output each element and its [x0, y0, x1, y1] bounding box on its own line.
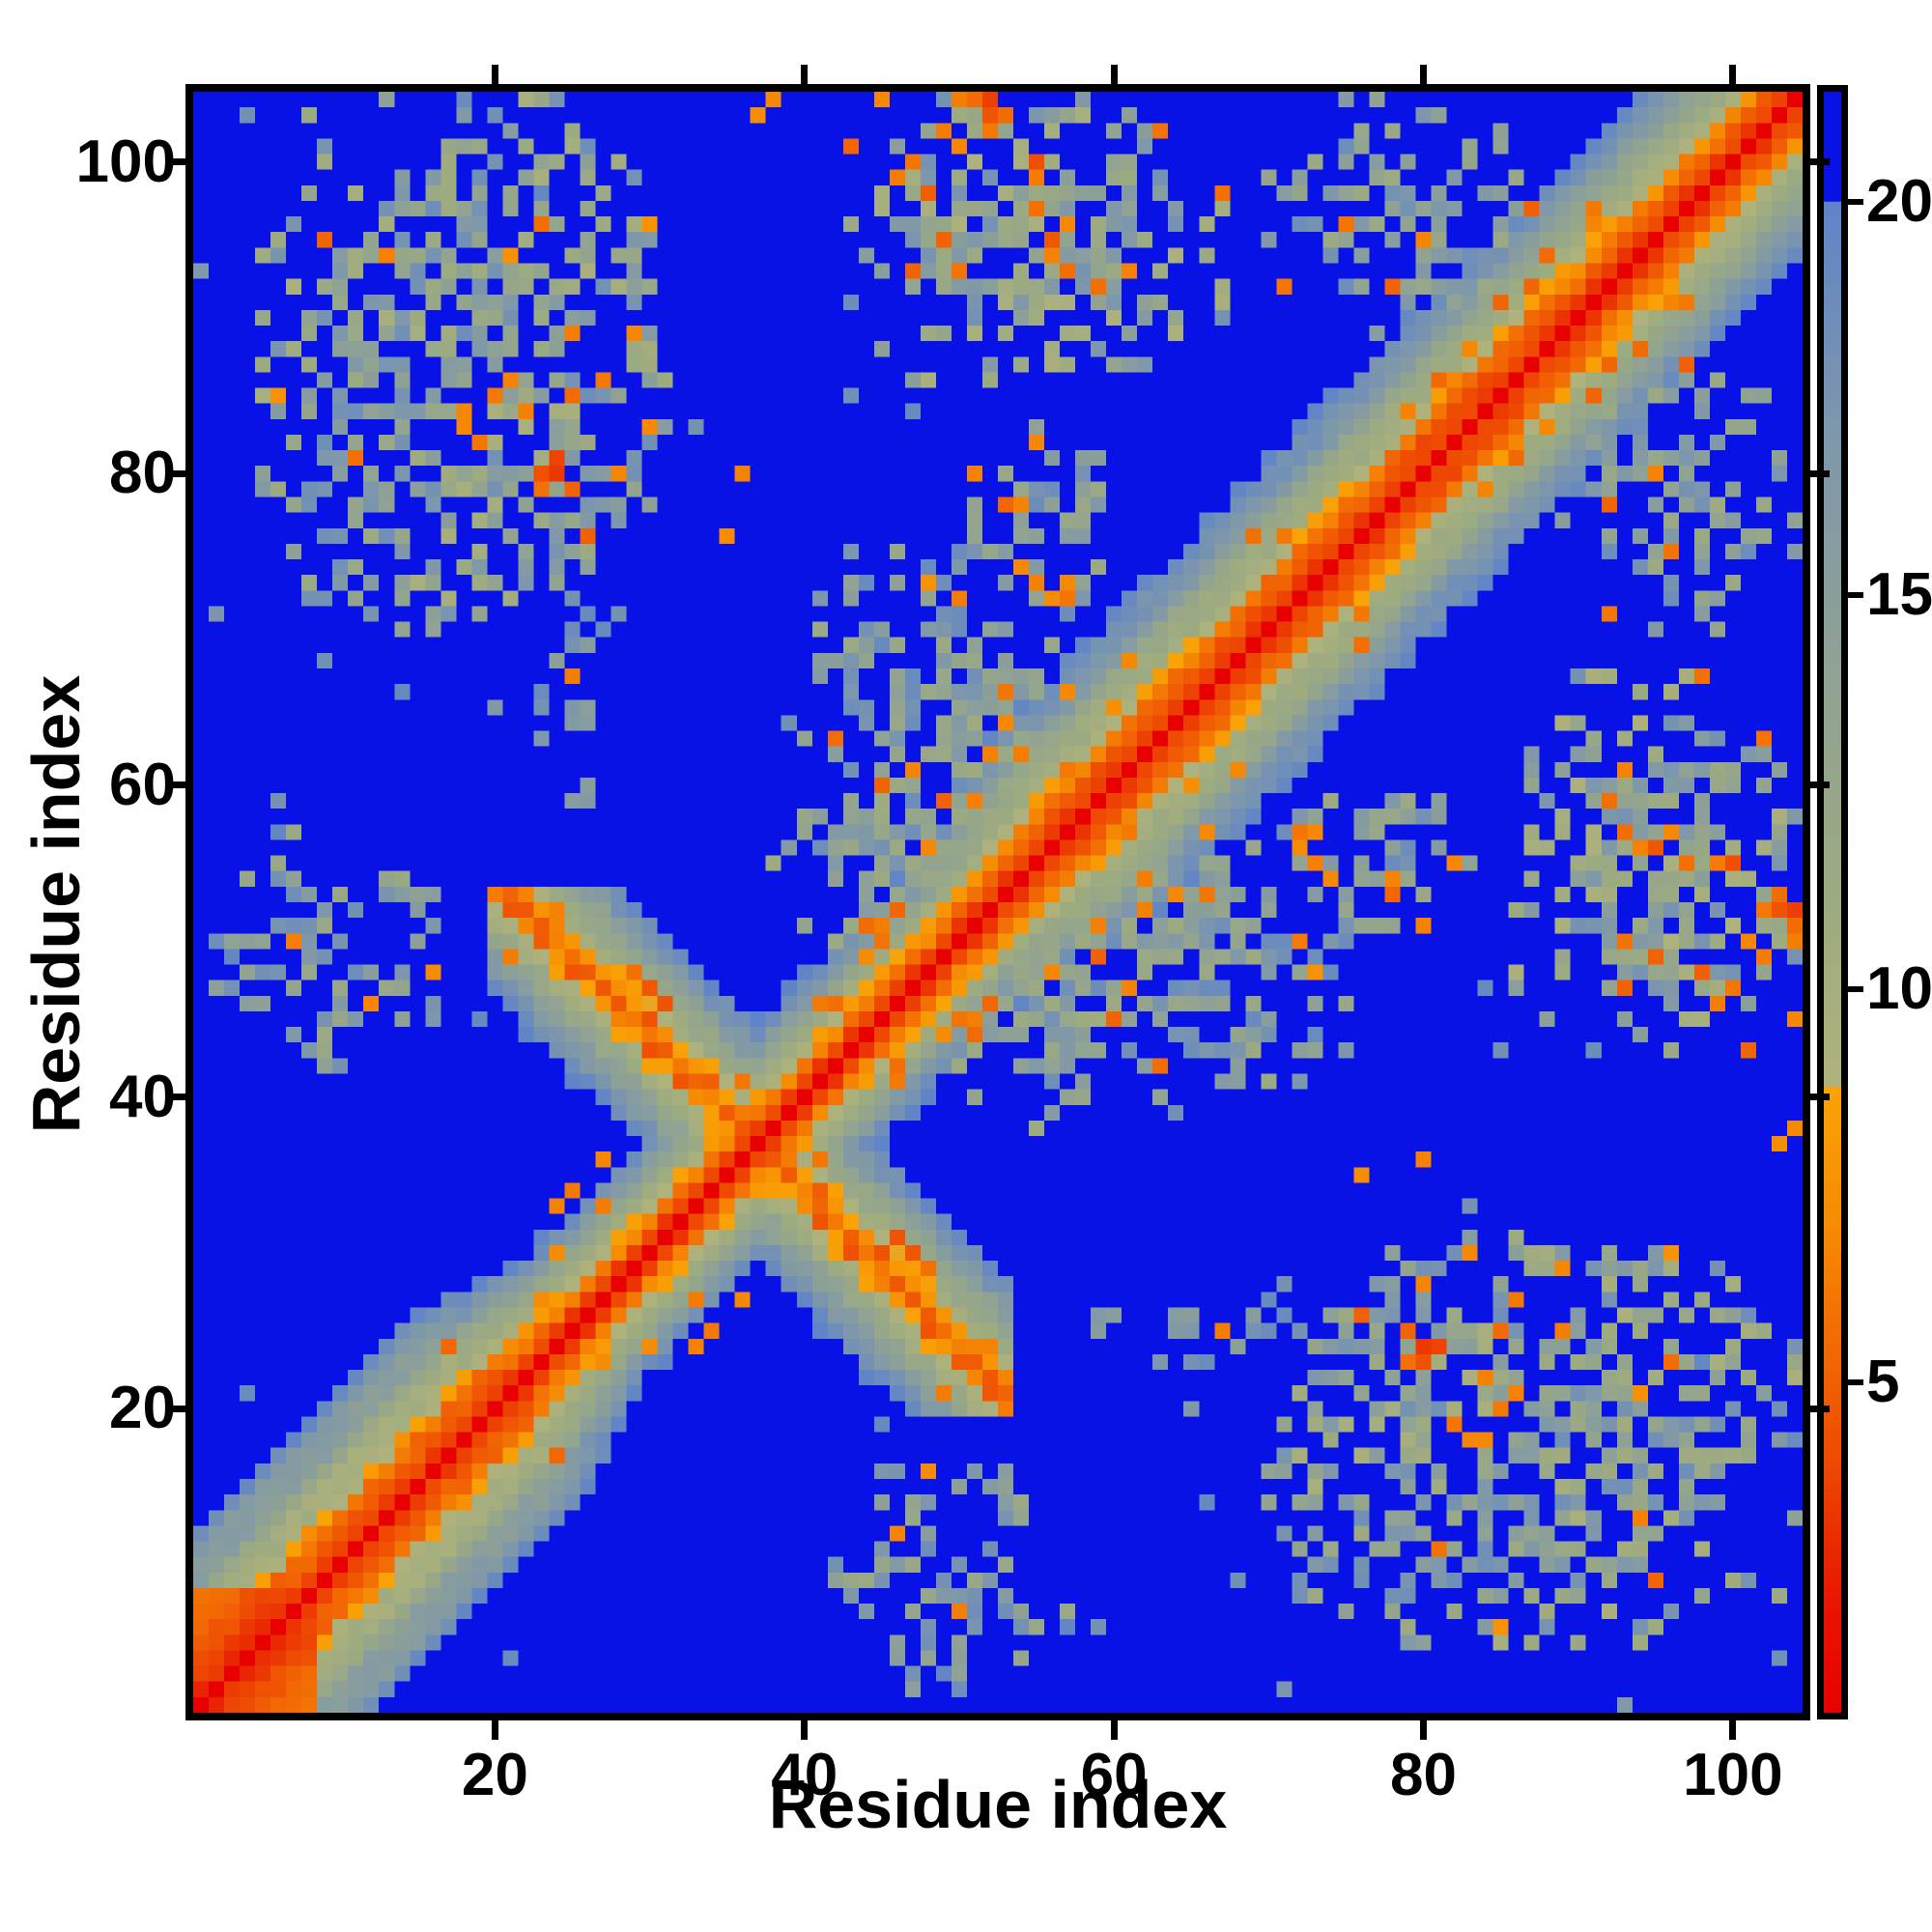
y-tick-mark-right: [1810, 781, 1830, 789]
y-tick-mark-right: [1810, 1094, 1830, 1101]
x-tick-label: 80: [1390, 1742, 1457, 1808]
colorbar-tick-label: 5: [1866, 1348, 1900, 1415]
y-tick-label: 40: [109, 1063, 176, 1130]
colorbar-tick-mark: [1848, 199, 1863, 206]
x-tick-label: 60: [1080, 1742, 1148, 1808]
y-tick-mark-right: [1810, 1405, 1830, 1412]
colorbar-tick-label: 10: [1866, 954, 1932, 1022]
y-tick-mark: [166, 469, 185, 477]
x-tick-mark-top: [491, 65, 498, 84]
x-tick-label: 20: [461, 1742, 528, 1808]
colorbar-tick-label: 20: [1866, 168, 1932, 236]
x-tick-mark-top: [1420, 65, 1428, 84]
y-tick-label: 20: [109, 1375, 176, 1442]
y-tick-label: 100: [75, 128, 176, 195]
x-tick-mark-top: [1729, 65, 1737, 84]
x-tick-mark-top: [1110, 65, 1118, 84]
y-tick-mark: [166, 781, 185, 789]
colorbar-tick-mark: [1848, 592, 1863, 599]
y-tick-label: 80: [109, 440, 176, 507]
x-axis-title: Residue index: [768, 1767, 1228, 1842]
y-tick-mark: [166, 158, 185, 166]
x-tick-label: 40: [771, 1742, 838, 1808]
y-tick-mark-right: [1810, 158, 1830, 166]
plot-frame: [185, 84, 1810, 1720]
y-tick-mark: [166, 1405, 185, 1412]
colorbar-tick-mark: [1848, 985, 1863, 992]
colorbar-tick-label: 15: [1866, 561, 1932, 629]
colorbar-gradient: [1824, 92, 1841, 1713]
x-tick-label: 100: [1683, 1742, 1783, 1808]
x-tick-mark: [1420, 1720, 1428, 1740]
x-tick-mark: [1110, 1720, 1118, 1740]
heatmap-canvas: [193, 92, 1803, 1713]
y-tick-mark-right: [1810, 469, 1830, 477]
colorbar: [1817, 85, 1848, 1719]
colorbar-tick-mark: [1848, 1378, 1863, 1385]
x-tick-mark: [491, 1720, 498, 1740]
y-axis-title: Residue index: [18, 674, 94, 1134]
y-tick-label: 60: [109, 751, 176, 818]
y-tick-mark: [166, 1094, 185, 1101]
x-tick-mark: [801, 1720, 809, 1740]
x-tick-mark-top: [801, 65, 809, 84]
x-tick-mark: [1729, 1720, 1737, 1740]
